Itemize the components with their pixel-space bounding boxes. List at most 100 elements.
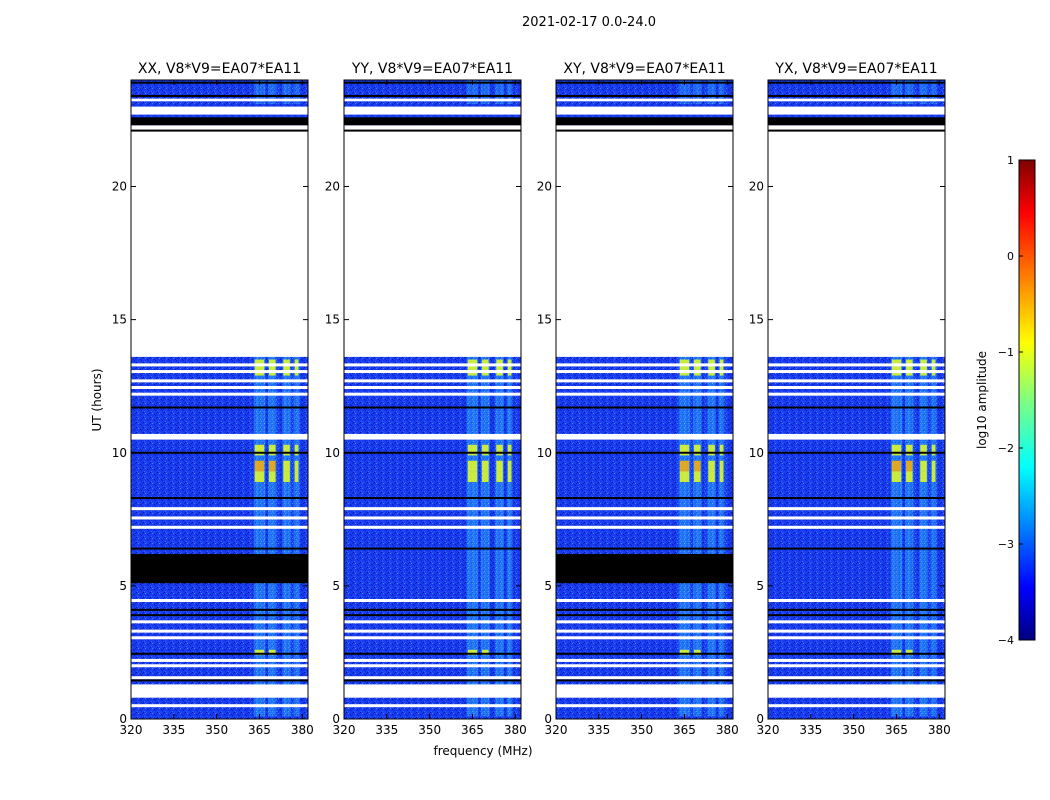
- no-data-band: [344, 98, 521, 102]
- rfi-band: [282, 356, 291, 717]
- no-data-line: [344, 620, 521, 624]
- panel-xy: XY, V8*V9=EA07*EA11 320 335 350 365 380 0 5 10 15…: [537, 61, 739, 737]
- rfi-patch: [507, 359, 512, 376]
- y-tick-label: 0: [332, 712, 340, 726]
- no-data-line: [131, 658, 308, 662]
- y-tick-label: 0: [119, 712, 127, 726]
- x-tick-label: 320: [545, 723, 568, 737]
- x-tick-label: 380: [716, 723, 739, 737]
- rfi-band: [481, 356, 490, 717]
- no-data-line: [768, 436, 945, 440]
- x-tick-label: 365: [885, 723, 908, 737]
- rfi-patch: [891, 460, 902, 472]
- no-data-line: [768, 704, 945, 708]
- no-data-line: [768, 599, 945, 603]
- no-data-line: [556, 507, 733, 511]
- flagged-line: [131, 547, 308, 550]
- rfi-band: [268, 80, 277, 104]
- no-data-band: [768, 125, 945, 357]
- no-data-line: [344, 507, 521, 511]
- y-tick-label: 20: [537, 180, 552, 194]
- rfi-patch: [467, 460, 478, 472]
- rfi-patch: [920, 460, 927, 472]
- rfi-band: [678, 80, 691, 104]
- rfi-patch: [507, 444, 512, 456]
- panel-title: YX, V8*V9=EA07*EA11: [774, 61, 937, 77]
- rfi-band: [678, 356, 691, 717]
- colorbar-tick-label: −3: [998, 538, 1014, 551]
- flagged-line: [556, 547, 733, 550]
- no-data-line: [344, 704, 521, 708]
- rfi-patch: [906, 649, 913, 656]
- no-data-line: [768, 379, 945, 383]
- no-data-band: [556, 684, 733, 698]
- flagged-line: [556, 608, 733, 611]
- no-data-band: [344, 106, 521, 115]
- rfi-patch: [931, 471, 936, 483]
- no-data-band: [344, 684, 521, 698]
- y-tick-label: 15: [537, 313, 552, 327]
- rfi-patch: [679, 649, 690, 656]
- x-tick-label: 320: [120, 723, 143, 737]
- no-data-line: [131, 386, 308, 390]
- no-data-line: [556, 363, 733, 367]
- no-data-line: [768, 516, 945, 520]
- no-data-line: [131, 436, 308, 440]
- flagged-line: [768, 406, 945, 409]
- flagged-line: [131, 614, 308, 617]
- colorbar-tick-label: −4: [998, 634, 1014, 647]
- no-data-line: [344, 436, 521, 440]
- x-tick-label: 380: [291, 723, 314, 737]
- flagged-line: [344, 547, 521, 550]
- x-tick-label: 320: [757, 723, 780, 737]
- rfi-band: [890, 356, 903, 717]
- no-data-line: [131, 629, 308, 633]
- flagged-line: [556, 679, 733, 682]
- flagged-band: [131, 553, 308, 584]
- rfi-patch: [906, 444, 913, 456]
- rfi-patch: [920, 444, 927, 456]
- no-data-line: [344, 370, 521, 374]
- y-axis-label: UT (hours): [90, 368, 104, 431]
- flagged-line: [344, 652, 521, 655]
- y-tick-label: 10: [749, 446, 764, 460]
- no-data-band: [768, 98, 945, 102]
- rfi-patch: [708, 359, 715, 376]
- rfi-band: [506, 80, 513, 104]
- rfi-band: [506, 356, 513, 717]
- rfi-patch: [719, 460, 724, 472]
- no-data-line: [344, 629, 521, 633]
- rfi-band: [253, 80, 266, 104]
- y-tick-label: 0: [756, 712, 764, 726]
- panel-frame: [767, 79, 946, 720]
- rfi-patch: [482, 460, 489, 472]
- no-data-line: [556, 433, 733, 437]
- no-data-band: [131, 684, 308, 698]
- colorbar-tick-label: −1: [998, 346, 1014, 359]
- rfi-patch: [294, 359, 299, 376]
- no-data-band: [556, 106, 733, 115]
- no-data-line: [556, 516, 733, 520]
- y-tick-label: 5: [119, 579, 127, 593]
- flagged-line: [768, 81, 945, 84]
- rfi-patch: [891, 444, 902, 456]
- rfi-patch: [507, 460, 512, 472]
- panel-yy: YY, V8*V9=EA07*EA11 320 335 350 365 380 0 5 10 15…: [325, 61, 527, 737]
- no-data-band: [556, 125, 733, 357]
- flagged-line: [131, 451, 308, 454]
- panel-frame: [555, 79, 734, 720]
- rfi-patch: [931, 444, 936, 456]
- rfi-patch: [496, 471, 503, 483]
- no-data-line: [768, 525, 945, 529]
- flagged-line: [556, 497, 733, 500]
- rfi-band: [930, 80, 937, 104]
- panel-xx: XX, V8*V9=EA07*EA11 320 335 350 365 380 0 5 10 15…: [112, 61, 314, 737]
- rfi-patch: [891, 649, 902, 656]
- y-tick-label: 20: [749, 180, 764, 194]
- no-data-band: [556, 98, 733, 102]
- no-data-line: [131, 599, 308, 603]
- flagged-line: [556, 451, 733, 454]
- flagged-band: [556, 553, 733, 584]
- no-data-line: [556, 676, 733, 680]
- no-data-line: [344, 379, 521, 383]
